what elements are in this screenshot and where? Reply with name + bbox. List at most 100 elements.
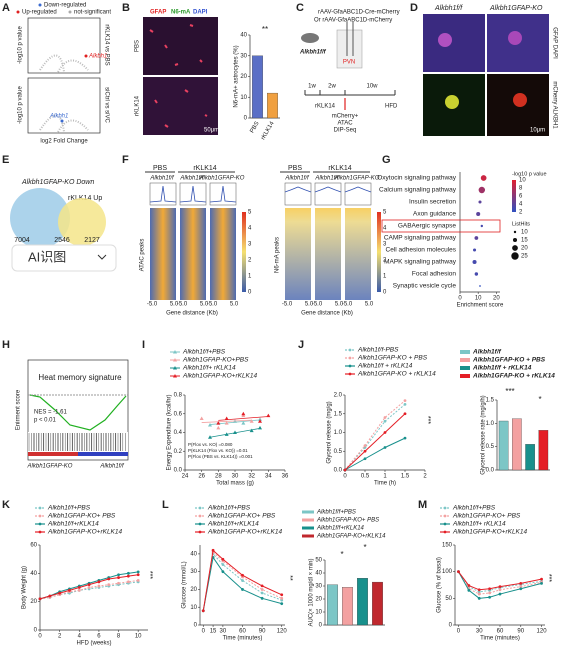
stain-label: N6-mA [171, 10, 191, 16]
point [126, 571, 130, 575]
legend-label: Alkbh1GFAP-KO+rKLK14 [207, 529, 283, 536]
bar [342, 587, 353, 626]
gsea-stat: p < 0.01 [34, 418, 57, 424]
point [383, 431, 387, 434]
y-axis-title: AUC(× 1000 mg/dl × min) [309, 558, 315, 626]
point [249, 428, 254, 433]
dot [480, 175, 487, 181]
point [241, 579, 244, 582]
legend-marker [348, 348, 352, 352]
dropdown-icon[interactable] [97, 254, 107, 260]
point [363, 444, 367, 448]
y-tick-label: 0 [319, 623, 323, 629]
point [87, 583, 91, 587]
legend-marker [348, 364, 352, 368]
micrograph [423, 14, 485, 72]
plot-frame [27, 17, 101, 74]
x-tick-label: 0 [38, 634, 42, 640]
point [249, 419, 254, 423]
y-tick-label: 0.0 [334, 468, 343, 474]
point [363, 457, 367, 461]
point [258, 419, 262, 423]
stat-label: P(Flox (PBS vs. KLK14)) =0.001 [188, 454, 253, 459]
legend-label: not-significant [74, 10, 111, 16]
overlay-button[interactable] [11, 244, 117, 272]
x-tick-label: 30 [476, 629, 483, 635]
genotype-label: Alkbh1f/f [179, 176, 205, 182]
scale-bar-label: 10μm [530, 128, 545, 134]
point [498, 585, 502, 588]
x-tick-label: 6 [97, 634, 101, 640]
x-tick-label: 60 [497, 629, 504, 635]
panel-label: F [122, 154, 129, 166]
heatmap [150, 208, 176, 300]
bar [525, 444, 535, 471]
y-tick-label: 30 [315, 584, 322, 590]
y-tick-label: Axon guidance [413, 211, 456, 218]
point [68, 588, 71, 592]
y-tick-label: 50 [445, 596, 452, 602]
point [241, 588, 244, 591]
legend-swatch [302, 510, 314, 514]
bar [512, 418, 522, 471]
colorbar [512, 180, 516, 212]
point [208, 423, 212, 427]
point [488, 591, 492, 595]
point [97, 580, 101, 584]
axis-line [39, 545, 148, 631]
colorbar-tick-label: 0 [248, 290, 252, 296]
x-axis-title: Time (minutes) [480, 636, 520, 642]
legend-label: Alkbh1f/f+rKLK14 [316, 526, 365, 532]
point [97, 584, 101, 588]
point [126, 580, 130, 584]
panel-a: Down-regulated Up-regulated not-signific… [16, 3, 111, 145]
point [403, 412, 407, 416]
y-tick-label: 20 [190, 587, 197, 593]
profile-box [344, 182, 372, 206]
point [258, 417, 262, 421]
colorbar-tick-label: 2 [383, 258, 387, 264]
legend-marker [38, 506, 42, 510]
x-axis-title: Enrichment score [457, 303, 504, 309]
y-tick-label: 20 [315, 597, 322, 603]
legend-swatch [460, 366, 470, 370]
x-tick-label: rKLK14 [260, 120, 276, 141]
x-tick-label: 120 [277, 629, 288, 635]
y-axis-title: Body Weight (g) [22, 566, 28, 609]
overlay-label[interactable]: AI识图 [28, 249, 66, 264]
vector-label: rAAV-GfaABC1D-Cre-mCherry [318, 10, 400, 16]
x-tick-label: 10 [135, 634, 142, 640]
x-tick-label: -5.0 [342, 302, 353, 308]
size-key [513, 230, 517, 234]
panel-label: H [2, 339, 10, 351]
size-tick-label: 10 [521, 230, 528, 236]
x-tick-label: 32 [248, 474, 255, 480]
panel-label: A [2, 2, 10, 14]
legend-label: Alkbh1GFAP-KO+ PBS [207, 513, 276, 520]
colorbar-tick-label: 1 [383, 274, 387, 280]
y-tick-label: MAPK signaling pathway [384, 259, 457, 266]
legend-dot [38, 3, 42, 7]
y-tick-label: Calcium signaling pathway [379, 187, 457, 194]
x-tick-label: -5.0 [147, 302, 158, 308]
y-tick-label: 0 [194, 623, 198, 629]
genotype-label: Alkbh1f/f [314, 176, 340, 182]
legend-marker [38, 530, 42, 534]
bar [357, 578, 368, 626]
bar [538, 430, 549, 471]
rank-bar [78, 452, 128, 456]
colorbar-tick-label: 0 [383, 290, 387, 296]
point [221, 563, 225, 566]
panel-label: E [2, 154, 9, 166]
y-tick-label: 0.6 [174, 411, 183, 417]
size-key [511, 252, 519, 260]
venn-set [10, 188, 70, 248]
point [87, 586, 91, 589]
point [260, 584, 264, 588]
point [241, 573, 244, 577]
legend-marker [198, 506, 202, 510]
group-label: PBS [288, 165, 302, 172]
series-line [202, 549, 282, 611]
point [38, 597, 42, 601]
brain-section [336, 29, 363, 69]
